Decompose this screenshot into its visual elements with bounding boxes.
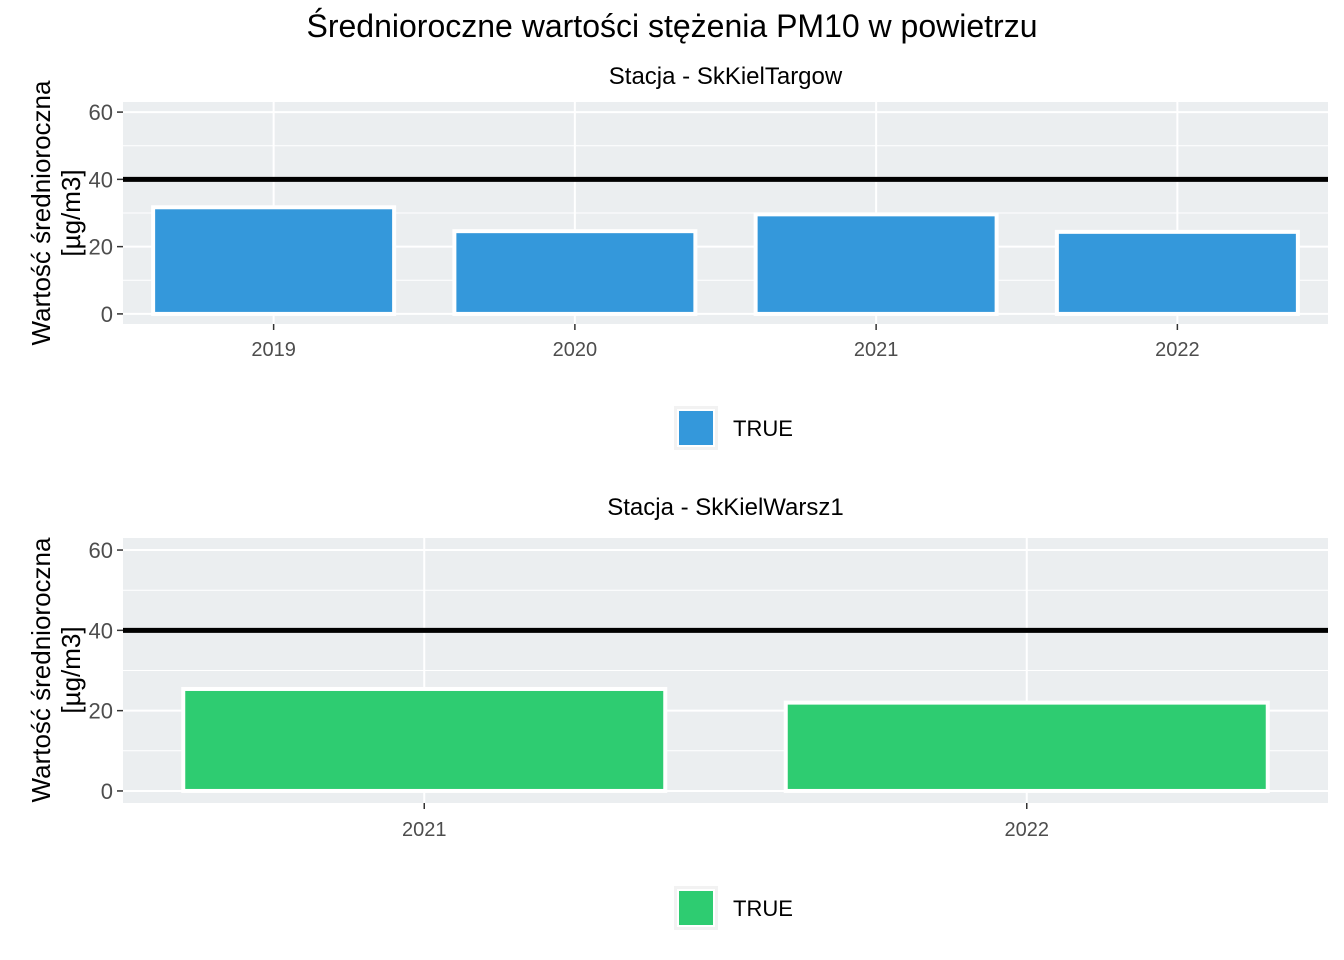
y-tick-label: 20 bbox=[89, 699, 113, 724]
panel-title: Stacja - SkKielTargow bbox=[609, 63, 843, 90]
bar-2020 bbox=[452, 229, 698, 316]
y-tick-label: 20 bbox=[89, 235, 113, 260]
bar-2021 bbox=[181, 686, 668, 793]
chart-panel-1: 0 20 40 60 2019 2020 2021 2022 Stacja - SkKielTa… bbox=[26, 63, 1328, 450]
x-tick-label: 2022 bbox=[1155, 339, 1200, 361]
panel-title: Stacja - SkKielWarsz1 bbox=[607, 494, 844, 521]
x-tick-label: 2021 bbox=[854, 339, 899, 361]
y-tick-label: 40 bbox=[89, 618, 113, 643]
y-tick-label: 40 bbox=[89, 167, 113, 192]
y-axis-unit-label: [µg/m3] bbox=[56, 169, 86, 256]
bar-2022 bbox=[1054, 229, 1300, 316]
bar-2022 bbox=[783, 700, 1270, 793]
y-axis-unit-label: [µg/m3] bbox=[56, 626, 86, 713]
bar-2019 bbox=[151, 205, 397, 316]
y-axis-label: Wartość średnioroczna bbox=[26, 80, 56, 345]
bar-2021 bbox=[753, 212, 999, 316]
y-tick-label: 60 bbox=[89, 100, 113, 125]
legend-swatch bbox=[677, 409, 715, 447]
y-tick-label: 0 bbox=[101, 779, 113, 804]
y-axis-label: Wartość średnioroczna bbox=[26, 537, 56, 802]
x-tick-label: 2021 bbox=[402, 819, 447, 841]
x-tick-label: 2022 bbox=[1005, 819, 1050, 841]
legend-label: TRUE bbox=[733, 896, 793, 921]
y-tick-label: 0 bbox=[101, 302, 113, 327]
x-tick-label: 2019 bbox=[251, 339, 296, 361]
legend-label: TRUE bbox=[733, 416, 793, 441]
chart-title: Średnioroczne wartości stężenia PM10 w p… bbox=[306, 8, 1038, 44]
legend-swatch bbox=[677, 889, 715, 927]
y-tick-label: 60 bbox=[89, 538, 113, 563]
chart-panel-2: 0 20 40 60 2021 2022 Stacja - SkKielWarsz1 Wart… bbox=[26, 494, 1328, 930]
x-tick-label: 2020 bbox=[553, 339, 598, 361]
